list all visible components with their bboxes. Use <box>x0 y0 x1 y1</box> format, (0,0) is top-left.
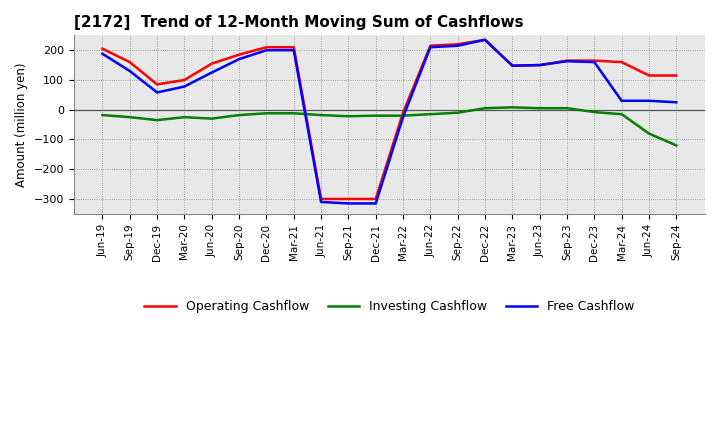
Investing Cashflow <box>644 131 653 136</box>
Free Cashflow <box>426 44 435 50</box>
Free Cashflow <box>317 199 325 205</box>
Line: Investing Cashflow: Investing Cashflow <box>102 107 676 146</box>
Investing Cashflow <box>180 114 189 120</box>
Y-axis label: Amount (million yen): Amount (million yen) <box>15 62 28 187</box>
Investing Cashflow <box>125 114 134 120</box>
Operating Cashflow <box>426 43 435 48</box>
Operating Cashflow <box>590 58 598 63</box>
Operating Cashflow <box>563 58 572 63</box>
Free Cashflow <box>508 63 517 68</box>
Operating Cashflow <box>481 37 490 42</box>
Free Cashflow <box>289 48 298 53</box>
Free Cashflow <box>563 59 572 64</box>
Investing Cashflow <box>563 106 572 111</box>
Free Cashflow <box>125 68 134 73</box>
Operating Cashflow <box>262 44 271 50</box>
Free Cashflow <box>262 48 271 53</box>
Operating Cashflow <box>344 196 353 202</box>
Investing Cashflow <box>399 113 408 118</box>
Operating Cashflow <box>207 61 216 66</box>
Text: [2172]  Trend of 12-Month Moving Sum of Cashflows: [2172] Trend of 12-Month Moving Sum of C… <box>73 15 523 30</box>
Investing Cashflow <box>235 113 243 118</box>
Investing Cashflow <box>262 110 271 116</box>
Investing Cashflow <box>344 114 353 119</box>
Investing Cashflow <box>426 111 435 117</box>
Investing Cashflow <box>207 116 216 121</box>
Line: Free Cashflow: Free Cashflow <box>102 40 676 203</box>
Operating Cashflow <box>454 42 462 47</box>
Operating Cashflow <box>672 73 680 78</box>
Investing Cashflow <box>153 117 161 123</box>
Free Cashflow <box>644 98 653 103</box>
Free Cashflow <box>235 56 243 62</box>
Operating Cashflow <box>644 73 653 78</box>
Legend: Operating Cashflow, Investing Cashflow, Free Cashflow: Operating Cashflow, Investing Cashflow, … <box>140 295 639 318</box>
Investing Cashflow <box>481 106 490 111</box>
Free Cashflow <box>590 59 598 65</box>
Investing Cashflow <box>454 110 462 115</box>
Free Cashflow <box>536 62 544 68</box>
Investing Cashflow <box>98 113 107 118</box>
Free Cashflow <box>98 51 107 56</box>
Free Cashflow <box>454 43 462 48</box>
Investing Cashflow <box>508 105 517 110</box>
Operating Cashflow <box>617 59 626 65</box>
Operating Cashflow <box>372 196 380 202</box>
Free Cashflow <box>481 37 490 42</box>
Investing Cashflow <box>372 113 380 118</box>
Free Cashflow <box>153 90 161 95</box>
Operating Cashflow <box>536 62 544 68</box>
Free Cashflow <box>672 99 680 105</box>
Operating Cashflow <box>153 82 161 87</box>
Operating Cashflow <box>289 44 298 50</box>
Operating Cashflow <box>235 52 243 57</box>
Investing Cashflow <box>672 143 680 148</box>
Investing Cashflow <box>590 110 598 115</box>
Investing Cashflow <box>617 111 626 117</box>
Free Cashflow <box>344 201 353 206</box>
Free Cashflow <box>617 98 626 103</box>
Operating Cashflow <box>180 77 189 83</box>
Investing Cashflow <box>289 110 298 116</box>
Investing Cashflow <box>536 106 544 111</box>
Free Cashflow <box>399 114 408 120</box>
Line: Operating Cashflow: Operating Cashflow <box>102 40 676 199</box>
Free Cashflow <box>372 201 380 206</box>
Operating Cashflow <box>125 59 134 65</box>
Operating Cashflow <box>399 110 408 115</box>
Operating Cashflow <box>508 63 517 68</box>
Operating Cashflow <box>98 46 107 51</box>
Free Cashflow <box>207 70 216 75</box>
Investing Cashflow <box>317 113 325 118</box>
Free Cashflow <box>180 84 189 89</box>
Operating Cashflow <box>317 196 325 202</box>
